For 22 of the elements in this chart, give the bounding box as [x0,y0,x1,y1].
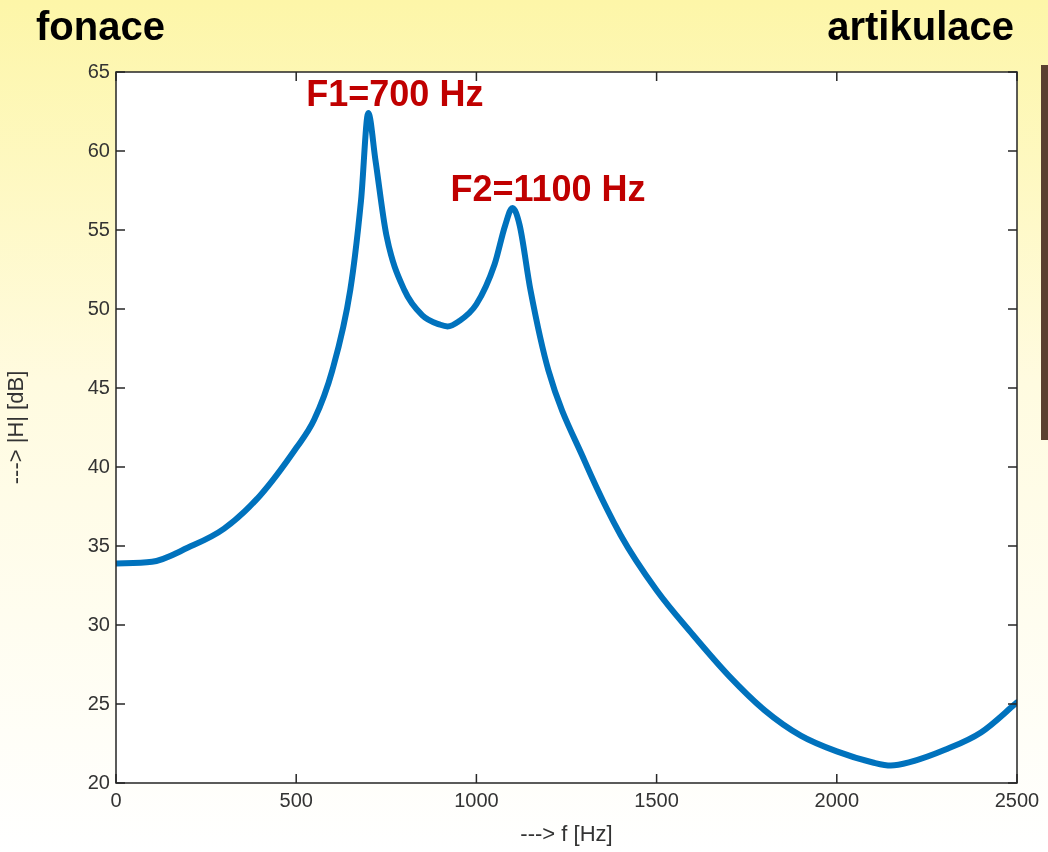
y-tick-label: 25 [87,691,110,714]
text: artikulace [827,4,1014,49]
y-tick-label: 60 [87,138,110,161]
x-tick-label: 0 [110,788,122,811]
y-tick-label: 55 [87,217,110,240]
x-tick-label: 1500 [634,788,679,811]
y-tick-label: 40 [87,454,110,477]
y-tick-label: 35 [87,533,110,556]
x-tick-label: 2000 [814,788,860,811]
y-tick-label: 20 [87,770,110,793]
text: fonace [36,4,165,49]
annotation: F2=1100 Hz [450,167,646,209]
y-tick-label: 45 [87,375,110,398]
y-tick-label: 30 [87,612,110,635]
annotation: F1=700 Hz [306,73,484,115]
x-tick-label: 1000 [454,788,499,811]
x-tick-label: 2500 [994,788,1040,811]
x-axis-title: ---> f [Hz] [520,820,613,846]
y-tick-label: 50 [87,296,110,319]
x-tick-label: 500 [279,788,313,811]
y-tick-label: 65 [87,59,110,82]
y-axis-title: ---> |H| [dB] [3,370,29,485]
